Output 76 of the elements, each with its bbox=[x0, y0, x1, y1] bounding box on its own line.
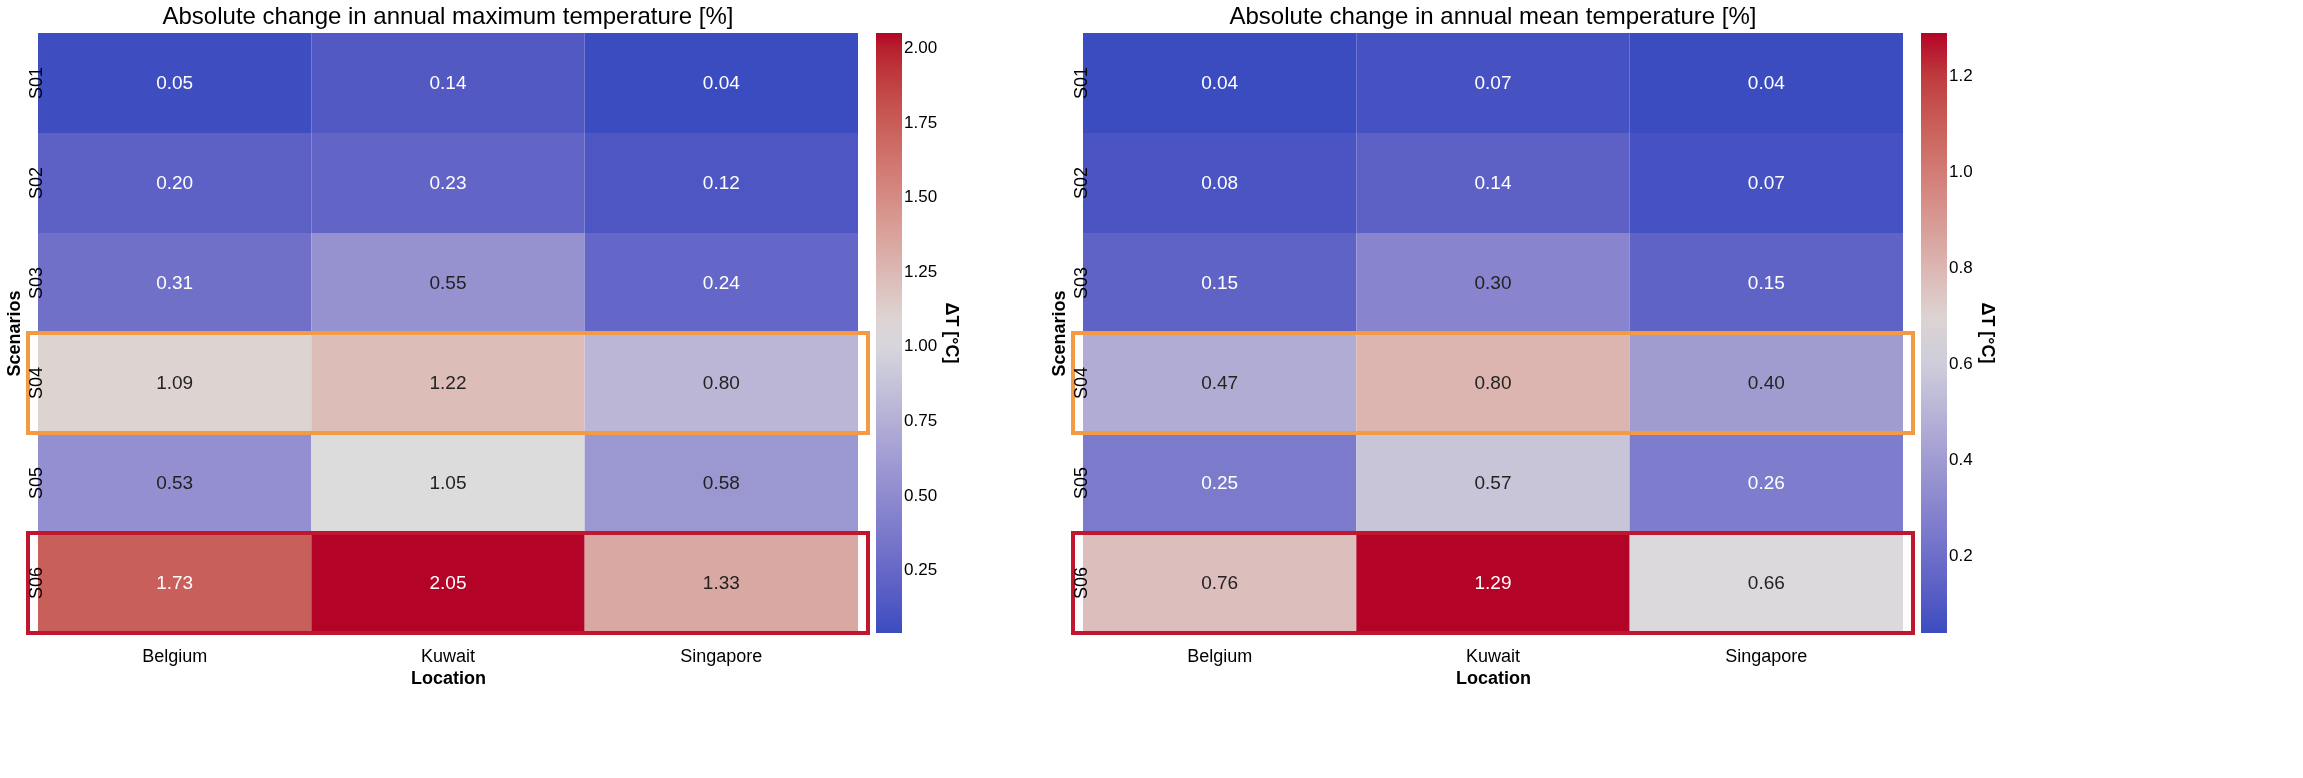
data-label: 0.26 bbox=[1747, 472, 1785, 493]
data-label: 0.58 bbox=[702, 472, 740, 493]
data-label: 0.20 bbox=[156, 172, 194, 193]
x-tick-label: Kuwait bbox=[1465, 645, 1521, 666]
data-label: 0.23 bbox=[429, 172, 467, 193]
data-label: 0.66 bbox=[1747, 572, 1785, 593]
color-bar-label: 1.00 bbox=[904, 336, 938, 356]
color-bar-label: 1.2 bbox=[1949, 66, 1973, 86]
data-label: 0.24 bbox=[702, 272, 741, 293]
data-label: 1.73 bbox=[156, 572, 194, 593]
data-label: 0.40 bbox=[1747, 372, 1785, 393]
data-label: 0.04 bbox=[1201, 72, 1239, 93]
data-label: 0.08 bbox=[1201, 172, 1239, 193]
x-tick-label: Kuwait bbox=[420, 645, 476, 666]
x-tick-label: Singapore bbox=[680, 645, 763, 666]
chart-title: Absolute change in annual mean temperature [%] bbox=[1229, 2, 1757, 29]
data-label: 0.14 bbox=[429, 72, 467, 93]
color-bar-label: 0.8 bbox=[1949, 258, 1973, 278]
data-label: 0.80 bbox=[702, 372, 740, 393]
y-tick-label: S02 bbox=[25, 166, 46, 200]
x-axis-title: Location bbox=[411, 667, 486, 688]
y-tick-label: S03 bbox=[1070, 266, 1091, 300]
color-bar-label: 0.4 bbox=[1949, 450, 1973, 470]
data-label: 1.29 bbox=[1474, 572, 1512, 593]
y-axis-title: Scenarios bbox=[3, 290, 24, 377]
y-tick-label: S01 bbox=[1070, 66, 1091, 100]
color-bar-label: 0.50 bbox=[904, 485, 938, 505]
y-tick-label: S04 bbox=[1070, 366, 1091, 400]
data-label: 0.04 bbox=[1747, 72, 1786, 93]
y-tick-label: S02 bbox=[1070, 166, 1091, 200]
chart-title: Absolute change in annual maximum temperature [%] bbox=[162, 2, 734, 29]
x-tick-label: Singapore bbox=[1725, 645, 1808, 666]
data-label: 0.55 bbox=[429, 272, 467, 293]
data-label: 0.04 bbox=[702, 72, 741, 93]
color-bar-label: 1.0 bbox=[1949, 162, 1973, 182]
y-tick-label: S06 bbox=[25, 566, 46, 600]
x-tick-label: Belgium bbox=[1187, 645, 1253, 666]
data-label: 0.14 bbox=[1474, 172, 1512, 193]
color-bar-title: ΔT [°C] bbox=[942, 302, 962, 364]
data-label: 0.53 bbox=[156, 472, 194, 493]
color-bar-label: 1.50 bbox=[904, 187, 938, 207]
color-bar-label: 1.25 bbox=[904, 261, 938, 281]
data-label: 0.07 bbox=[1747, 172, 1785, 193]
color-bar-label: 0.75 bbox=[904, 411, 938, 431]
data-label: 0.57 bbox=[1474, 472, 1512, 493]
data-label: 0.30 bbox=[1474, 272, 1512, 293]
color-bar-label: 0.25 bbox=[904, 560, 938, 580]
data-label: 0.05 bbox=[156, 72, 194, 93]
data-label: 1.09 bbox=[156, 372, 194, 393]
data-label: 0.25 bbox=[1201, 472, 1239, 493]
data-label: 0.47 bbox=[1201, 372, 1239, 393]
data-label: 1.22 bbox=[429, 372, 467, 393]
y-axis-title: Scenarios bbox=[1048, 290, 1069, 377]
color-bar-label: 0.2 bbox=[1949, 546, 1973, 566]
color-bar-label: 2.00 bbox=[904, 37, 938, 57]
data-label: 0.12 bbox=[702, 172, 740, 193]
data-label: 0.31 bbox=[156, 272, 194, 293]
y-tick-label: S05 bbox=[25, 466, 46, 500]
data-label: 2.05 bbox=[429, 572, 467, 593]
data-label: 1.05 bbox=[429, 472, 467, 493]
data-label: 0.80 bbox=[1474, 372, 1512, 393]
y-tick-label: S05 bbox=[1070, 466, 1091, 500]
y-tick-label: S06 bbox=[1070, 566, 1091, 600]
data-label: 0.07 bbox=[1474, 72, 1512, 93]
data-label: 0.15 bbox=[1747, 272, 1785, 293]
y-tick-label: S03 bbox=[25, 266, 46, 300]
y-tick-label: S04 bbox=[25, 366, 46, 400]
color-bar-label: 1.75 bbox=[904, 112, 938, 132]
data-label: 1.33 bbox=[702, 572, 740, 593]
x-tick-label: Belgium bbox=[142, 645, 208, 666]
color-bar-label: 0.6 bbox=[1949, 354, 1973, 374]
color-bar-title: ΔT [°C] bbox=[1978, 302, 1998, 364]
y-tick-label: S01 bbox=[25, 66, 46, 100]
data-label: 0.15 bbox=[1201, 272, 1239, 293]
data-label: 0.76 bbox=[1201, 572, 1239, 593]
x-axis-title: Location bbox=[1456, 667, 1531, 688]
